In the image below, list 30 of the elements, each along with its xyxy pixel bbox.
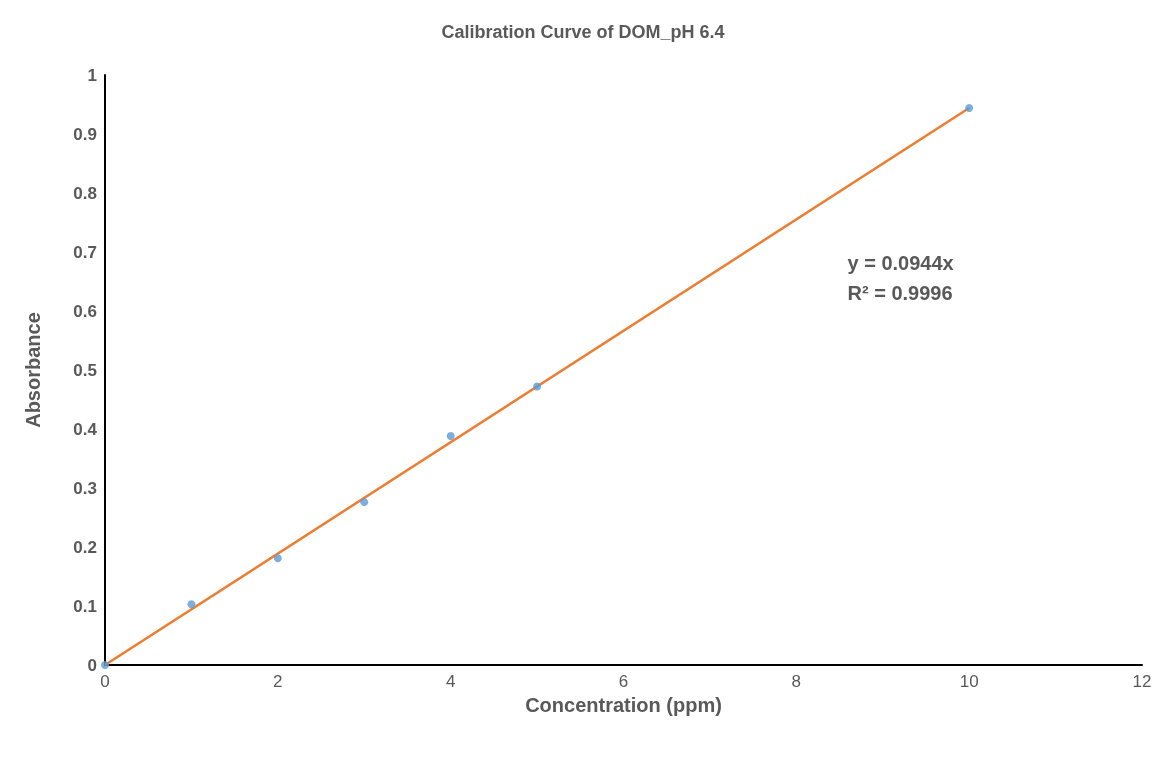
- point: [965, 104, 974, 113]
- point: [360, 498, 369, 507]
- point: [273, 554, 282, 563]
- y-tick-label: 0.2: [73, 537, 97, 557]
- y-tick-label: 0.9: [73, 124, 97, 144]
- point: [101, 661, 109, 669]
- x-tick-label: 4: [445, 672, 456, 691]
- point: [187, 600, 196, 609]
- y-tick-label: 0.5: [73, 360, 97, 380]
- y-tick-label: 0.7: [73, 242, 97, 262]
- annotation: y = 0.0944x: [847, 252, 954, 274]
- x-tick-label: 12: [1132, 672, 1152, 691]
- point: [533, 382, 542, 391]
- y-axis-title: Absorbance: [22, 312, 44, 428]
- x-tick-label: 10: [959, 672, 979, 691]
- y-tick-label: 0.4: [73, 419, 98, 439]
- x-axis-title: Concentration (ppm): [525, 694, 722, 716]
- chart-title: Calibration Curve of DOM_pH 6.4: [441, 22, 725, 42]
- y-tick-label: 1: [87, 65, 97, 85]
- y-tick-label: 0.3: [73, 478, 97, 498]
- x-tick-label: 0: [100, 672, 110, 691]
- point: [446, 432, 455, 441]
- annotation: R² = 0.9996: [847, 282, 953, 304]
- x-tick-label: 8: [791, 672, 802, 691]
- y-tick-label: 0: [87, 655, 97, 675]
- x-tick-label: 6: [618, 672, 629, 691]
- y-tick-label: 0.8: [73, 183, 97, 203]
- y-tick-label: 0.6: [73, 301, 97, 321]
- x-tick-label: 2: [273, 672, 283, 691]
- y-tick-label: 0.1: [73, 596, 97, 616]
